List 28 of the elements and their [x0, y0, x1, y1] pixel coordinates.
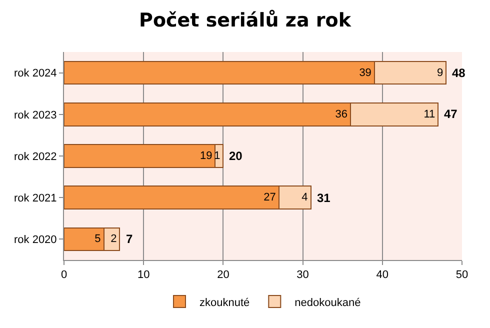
y-tick-label: rok 2024 — [14, 68, 57, 80]
total-label: 47 — [444, 107, 458, 121]
y-tick-label: rok 2022 — [14, 150, 57, 163]
data-label: 36 — [335, 108, 348, 120]
y-tick-label: rok 2020 — [14, 234, 57, 246]
total-label: 7 — [126, 232, 133, 246]
data-label: 11 — [424, 108, 436, 120]
data-label: 4 — [302, 192, 308, 204]
total-label: 20 — [229, 149, 243, 163]
y-tick-label: rok 2021 — [14, 192, 57, 204]
x-tick-label: 10 — [137, 269, 150, 282]
x-tick-label: 40 — [376, 269, 389, 282]
x-tick-label: 0 — [60, 269, 68, 282]
data-label: 5 — [94, 233, 101, 246]
chart-title: Počet seriálů za rok — [139, 9, 352, 32]
data-label: 2 — [110, 233, 117, 246]
x-tick-label: 50 — [456, 269, 468, 282]
data-label: 39 — [359, 66, 372, 79]
y-tick-label: rok 2023 — [14, 109, 57, 122]
data-label: 27 — [264, 192, 276, 204]
legend-label: zkouknuté — [200, 296, 250, 309]
data-label: 9 — [436, 66, 444, 79]
data-label: 19 — [200, 150, 212, 162]
x-tick-label: 30 — [296, 269, 309, 282]
legend-label: nedokoukané — [294, 296, 361, 309]
total-label: 48 — [452, 66, 466, 80]
x-tick-label: 20 — [217, 269, 230, 282]
total-label: 31 — [317, 191, 331, 205]
